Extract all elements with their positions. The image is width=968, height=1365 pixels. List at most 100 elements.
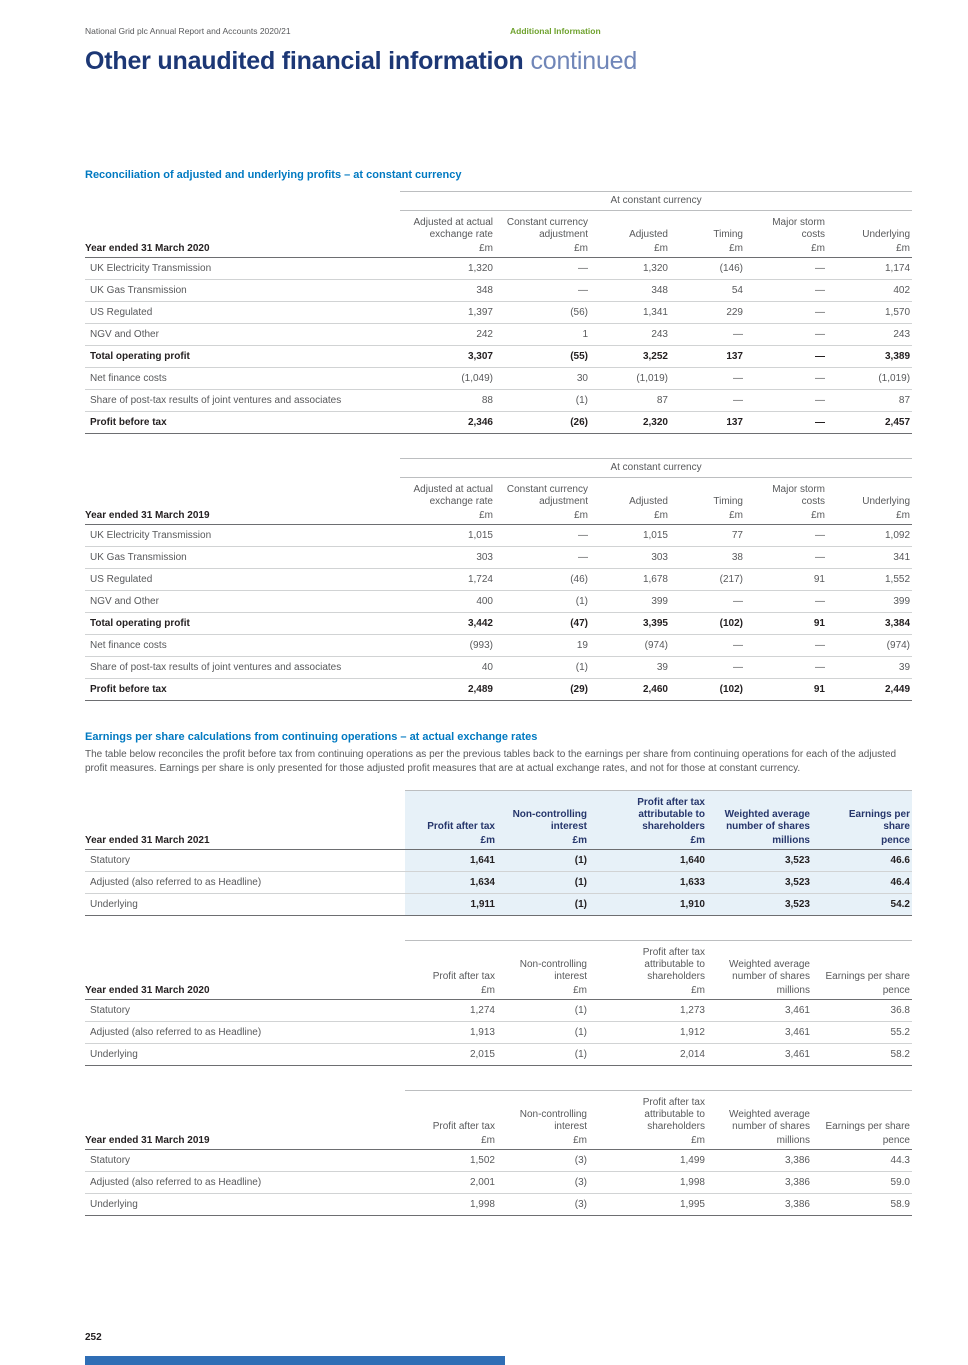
- reconciliation-section: Reconciliation of adjusted and underlyin…: [85, 169, 913, 701]
- cell-value: 1,640: [589, 849, 707, 872]
- column-header-row: Profit after tax Non-controlling interest…: [85, 939, 912, 985]
- cell-value: (993): [400, 634, 495, 657]
- row-label: UK Electricity Transmission: [85, 257, 400, 280]
- cell-value: 59.0: [812, 1171, 912, 1194]
- cell-value: 3,442: [400, 612, 495, 635]
- column-header: Profit after tax: [405, 1089, 497, 1135]
- cell-value: 46.6: [812, 849, 912, 872]
- cell-value: —: [745, 367, 827, 390]
- column-header: Profit after tax: [405, 939, 497, 985]
- units-row: Year ended 31 March 2019 £m £m £m millions pe…: [85, 1134, 912, 1150]
- cell-value: 2,015: [405, 1043, 497, 1066]
- cell-value: (974): [590, 634, 670, 657]
- cell-value: 3,252: [590, 345, 670, 368]
- table-row: US Regulated 1,397 (56) 1,341 229—1,570: [85, 301, 913, 324]
- table-row: UK Electricity Transmission 1,015—1,015 77…: [85, 524, 913, 547]
- cell-value: 1,570: [827, 301, 913, 324]
- table-row: NGV and Other 400 (1) 399— —399: [85, 590, 913, 613]
- year-label: Year ended 31 March 2019: [85, 510, 400, 525]
- cell-value: 58.9: [812, 1193, 912, 1216]
- cell-value: 402: [827, 279, 913, 302]
- cell-value: 3,386: [707, 1193, 812, 1216]
- table-row: Total operating profit 3,442 (47) 3,395 (102…: [85, 612, 913, 635]
- cell-value: 1,995: [589, 1193, 707, 1216]
- column-header: Profit after tax attributable to shareho…: [589, 1089, 707, 1135]
- cell-value: 54: [670, 279, 745, 302]
- column-header: Underlying: [862, 229, 911, 240]
- cell-value: 1,274: [405, 999, 497, 1022]
- cell-value: 3,523: [707, 893, 812, 916]
- cell-value: 1,273: [589, 999, 707, 1022]
- cell-value: 303: [590, 546, 670, 569]
- unit-label: millions: [707, 1134, 812, 1150]
- cell-value: —: [745, 301, 827, 324]
- cell-value: 2,014: [589, 1043, 707, 1066]
- cell-value: 3,386: [707, 1171, 812, 1194]
- financial-table: At constant currency Adjusted at actual e…: [85, 458, 913, 701]
- column-header-row: Profit after tax Non-controlling interest…: [85, 789, 912, 835]
- unit-label: pence: [812, 984, 912, 1000]
- cell-value: 2,320: [590, 411, 670, 434]
- table-row: Share of post-tax results of joint ventu…: [85, 656, 913, 679]
- financial-table: Profit after tax Non-controlling interest…: [85, 789, 912, 916]
- table-row: UK Gas Transmission 303—303 38—341: [85, 546, 913, 569]
- unit-label: £m: [497, 834, 589, 850]
- cell-value: 348: [400, 279, 495, 302]
- cell-value: 3,386: [707, 1149, 812, 1172]
- cell-value: 243: [590, 323, 670, 346]
- row-label: Share of post-tax results of joint ventu…: [85, 656, 400, 679]
- cell-value: —: [495, 257, 590, 280]
- row-label: Statutory: [85, 999, 405, 1022]
- table-row: Adjusted (also referred to as Headline) 1…: [85, 1021, 912, 1044]
- table-row: Adjusted (also referred to as Headline) 2…: [85, 1171, 912, 1194]
- cell-value: 3,461: [707, 1043, 812, 1066]
- row-label: Total operating profit: [85, 612, 400, 635]
- row-label: Net finance costs: [85, 367, 400, 390]
- column-header: Adjusted: [629, 229, 668, 240]
- cell-value: 1,499: [589, 1149, 707, 1172]
- column-header: Weighted average number of shares: [707, 1089, 812, 1135]
- column-header: Non-controlling interest: [497, 1089, 589, 1135]
- cell-value: (102): [670, 612, 745, 635]
- cell-value: 1,911: [405, 893, 497, 916]
- cell-value: 38: [670, 546, 745, 569]
- cell-value: 3,523: [707, 849, 812, 872]
- year-label: Year ended 31 March 2019: [85, 1134, 405, 1150]
- cell-value: (47): [495, 612, 590, 635]
- unit-label: £m: [590, 243, 670, 258]
- unit-label: £m: [745, 510, 827, 525]
- column-header: Earnings per share: [812, 1089, 912, 1135]
- section-tag: Additional Information: [510, 26, 601, 36]
- cell-value: 3,461: [707, 999, 812, 1022]
- financial-table: At constant currency Adjusted at actual e…: [85, 191, 913, 434]
- cell-value: (1): [497, 871, 589, 894]
- column-header-row: Adjusted at actual exchange rate Constant…: [85, 211, 912, 244]
- cell-value: 399: [827, 590, 913, 613]
- cell-value: —: [745, 279, 827, 302]
- row-label: NGV and Other: [85, 590, 400, 613]
- cell-value: 1,015: [590, 524, 670, 547]
- cell-value: 36.8: [812, 999, 912, 1022]
- unit-label: £m: [405, 1134, 497, 1150]
- column-header: Profit after tax attributable to shareho…: [589, 789, 707, 835]
- reconciliation-heading: Reconciliation of adjusted and underlyin…: [85, 169, 462, 181]
- unit-label: pence: [812, 1134, 912, 1150]
- cell-value: 3,523: [707, 871, 812, 894]
- footer-bar: [85, 1356, 505, 1365]
- cell-value: 3,395: [590, 612, 670, 635]
- column-header: Adjusted at actual exchange rate: [413, 484, 494, 507]
- units-row: Year ended 31 March 2021 £m £m £m millions pe…: [85, 834, 912, 850]
- cell-value: 30: [495, 367, 590, 390]
- cell-value: 39: [590, 656, 670, 679]
- page-title: Other unaudited financial information con…: [85, 47, 912, 76]
- eps-section: Earnings per share calculations from con…: [85, 731, 912, 1216]
- unit-label: millions: [707, 984, 812, 1000]
- cell-value: 137: [670, 411, 745, 434]
- cell-value: (102): [670, 678, 745, 701]
- column-header: Underlying: [862, 496, 911, 507]
- row-label: Statutory: [85, 1149, 405, 1172]
- cell-value: 2,460: [590, 678, 670, 701]
- row-label: NGV and Other: [85, 323, 400, 346]
- cell-value: (1,019): [827, 367, 913, 390]
